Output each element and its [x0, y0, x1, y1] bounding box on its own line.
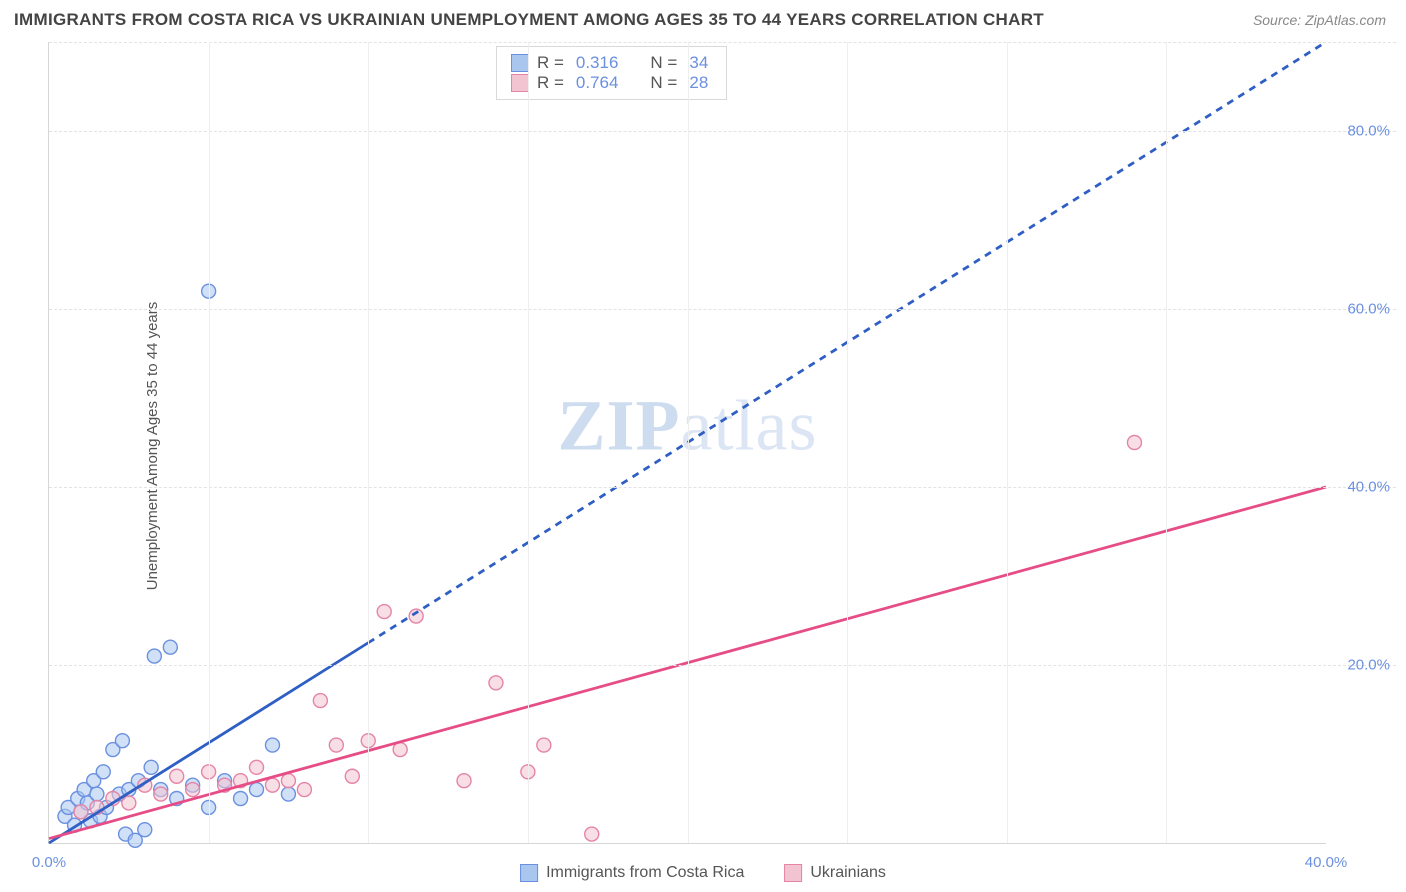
series-legend-item: Ukrainians	[784, 864, 886, 882]
gridline-h	[49, 131, 1396, 132]
y-tick-label: 60.0%	[1347, 301, 1390, 318]
gridline-h	[49, 665, 1396, 666]
series-legend: Immigrants from Costa Rica Ukrainians	[520, 864, 886, 882]
legend-swatch-icon	[520, 864, 538, 882]
gridline-v	[368, 42, 369, 843]
y-tick-label: 80.0%	[1347, 123, 1390, 140]
legend-n-value: 34	[689, 53, 708, 73]
gridline-v	[1166, 42, 1167, 843]
legend-swatch-icon	[784, 864, 802, 882]
legend-n-label: N =	[650, 73, 677, 93]
series-legend-item: Immigrants from Costa Rica	[520, 864, 744, 882]
legend-r-label: R =	[537, 53, 564, 73]
legend-row: R = 0.316 N = 34	[511, 53, 712, 73]
gridline-h	[49, 487, 1396, 488]
correlation-legend: R = 0.316 N = 34 R = 0.764 N = 28	[496, 46, 727, 100]
gridline-h	[49, 42, 1396, 43]
legend-row: R = 0.764 N = 28	[511, 73, 712, 93]
legend-swatch-icon	[511, 74, 529, 92]
series-legend-label: Ukrainians	[810, 864, 886, 882]
x-tick-label: 40.0%	[1305, 854, 1348, 871]
legend-n-value: 28	[689, 73, 708, 93]
legend-r-value: 0.764	[576, 73, 619, 93]
legend-swatch-icon	[511, 54, 529, 72]
x-tick-label: 0.0%	[32, 854, 66, 871]
gridline-v	[847, 42, 848, 843]
gridline-v	[1007, 42, 1008, 843]
legend-r-value: 0.316	[576, 53, 619, 73]
gridline-v	[688, 42, 689, 843]
gridline-v	[528, 42, 529, 843]
y-tick-label: 20.0%	[1347, 657, 1390, 674]
y-tick-label: 40.0%	[1347, 479, 1390, 496]
chart-title: IMMIGRANTS FROM COSTA RICA VS UKRAINIAN …	[14, 10, 1044, 30]
source-attribution: Source: ZipAtlas.com	[1253, 12, 1386, 28]
gridline-v	[209, 42, 210, 843]
series-legend-label: Immigrants from Costa Rica	[546, 864, 744, 882]
gridline-h	[49, 309, 1396, 310]
legend-r-label: R =	[537, 73, 564, 93]
chart-plot-area: ZIPatlas R =0.316N =34R =0.764N =28 20.0…	[48, 42, 1326, 844]
legend-n-label: N =	[650, 53, 677, 73]
